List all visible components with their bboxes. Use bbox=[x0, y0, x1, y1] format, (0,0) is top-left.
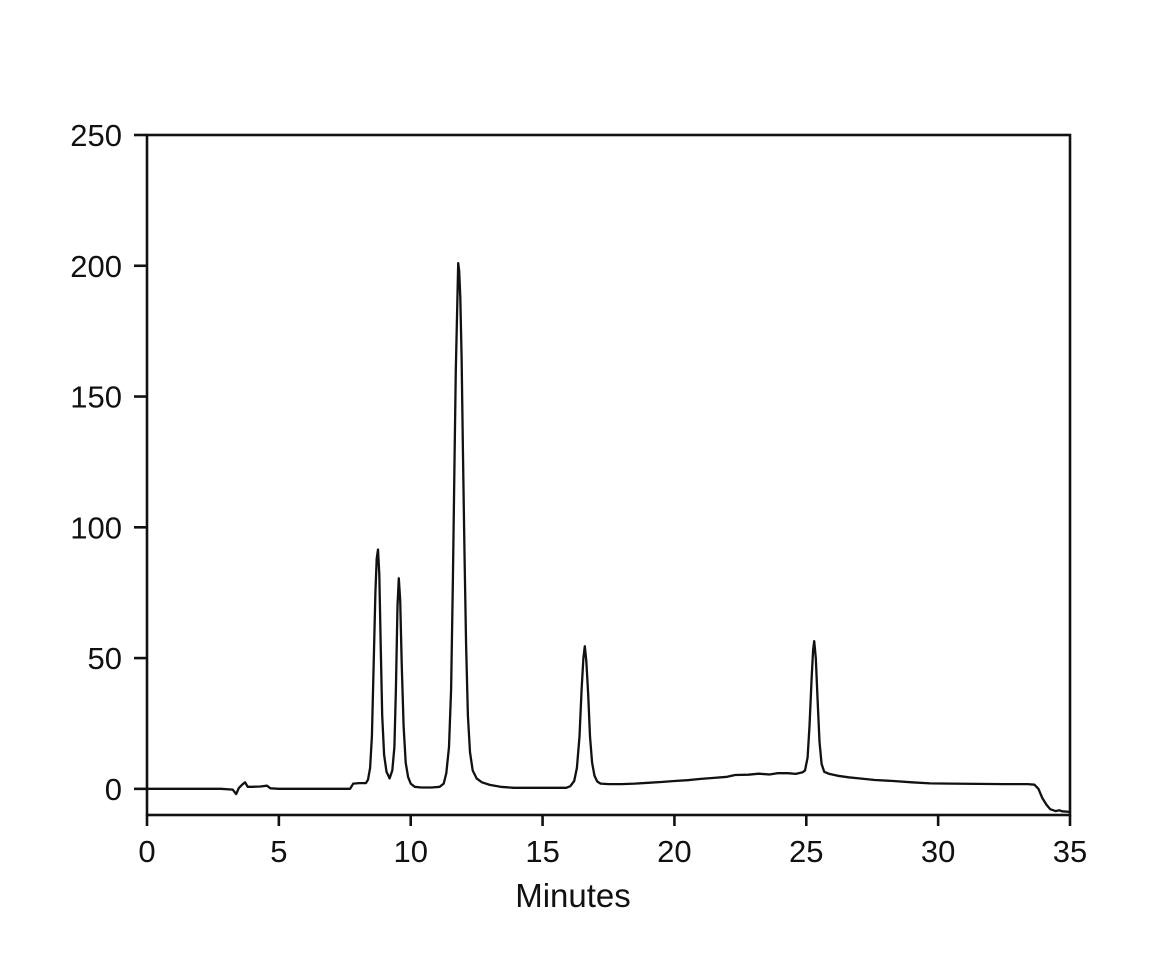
x-tick-label: 10 bbox=[393, 834, 427, 869]
x-tick-label: 25 bbox=[789, 834, 823, 869]
y-tick-label: 250 bbox=[70, 118, 122, 153]
y-tick-label: 0 bbox=[105, 772, 122, 807]
plot-frame bbox=[145, 133, 1072, 817]
trace-line bbox=[145, 262, 1072, 814]
x-tick-label: 0 bbox=[138, 834, 155, 869]
y-tick-label: 100 bbox=[70, 510, 122, 545]
y-tick-label: 150 bbox=[70, 380, 122, 415]
axis-tick-labels: 0 5 10 15 20 25 30 35 0 50 100 150 200 250 bbox=[70, 118, 1087, 869]
x-tick-label: 15 bbox=[525, 834, 559, 869]
axis-ticks bbox=[134, 133, 1072, 826]
x-tick-label: 5 bbox=[270, 834, 287, 869]
trace-layer bbox=[145, 262, 1072, 814]
plot-frame-box bbox=[145, 133, 1072, 817]
x-tick-label: 35 bbox=[1053, 834, 1087, 869]
x-tick-label: 30 bbox=[921, 834, 955, 869]
y-tick-label: 200 bbox=[70, 249, 122, 284]
x-tick-label: 20 bbox=[657, 834, 691, 869]
y-tick-label: 50 bbox=[88, 641, 122, 676]
x-axis-title: Minutes bbox=[515, 877, 631, 914]
